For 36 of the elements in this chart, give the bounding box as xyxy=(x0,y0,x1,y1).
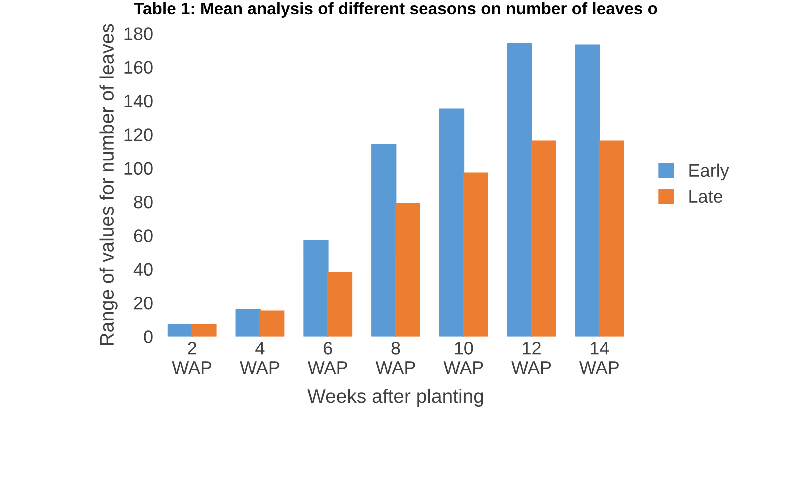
y-tick-label: 80 xyxy=(134,196,153,209)
legend-label: Early xyxy=(690,164,730,181)
y-tick-label: 120 xyxy=(124,128,153,142)
y-tick-label: 60 xyxy=(134,230,153,242)
y-tick-label: 40 xyxy=(134,263,153,276)
y-tick-label: 160 xyxy=(124,61,153,74)
bar xyxy=(372,144,397,337)
y-tick-label: 180 xyxy=(124,28,153,40)
bar xyxy=(575,44,600,337)
x-axis-title: Weeks after planting xyxy=(308,388,484,408)
x-tick-label: 4 WAP xyxy=(240,342,280,374)
x-tick-label: 6 WAP xyxy=(308,342,348,374)
bar xyxy=(598,140,624,337)
bar xyxy=(531,140,556,337)
y-axis-title: Range of values for number of leaves xyxy=(100,24,118,346)
bar xyxy=(168,324,194,337)
x-tick-label: 10 WAP xyxy=(444,342,484,374)
bar xyxy=(327,272,353,337)
x-tick-label: 8 WAP xyxy=(376,342,416,374)
bar xyxy=(439,108,465,337)
bar xyxy=(260,310,285,337)
bar xyxy=(507,43,532,337)
y-tick-label: 100 xyxy=(124,162,153,176)
bar xyxy=(463,172,488,337)
x-tick-label: 12 WAP xyxy=(512,342,552,374)
bar xyxy=(395,203,420,337)
y-tick-label: 0 xyxy=(144,330,153,344)
y-tick-label: 20 xyxy=(134,296,153,310)
bar xyxy=(304,240,329,337)
bar xyxy=(236,309,261,337)
chart-title: Table 1: Mean analysis of different seasons on number of leaves o xyxy=(134,2,658,18)
x-tick-label: 2 WAP xyxy=(172,342,212,374)
bar xyxy=(192,324,217,337)
x-tick-label: 14 WAP xyxy=(580,342,619,374)
legend-label: Late xyxy=(690,190,723,204)
y-tick-label: 140 xyxy=(124,94,153,108)
